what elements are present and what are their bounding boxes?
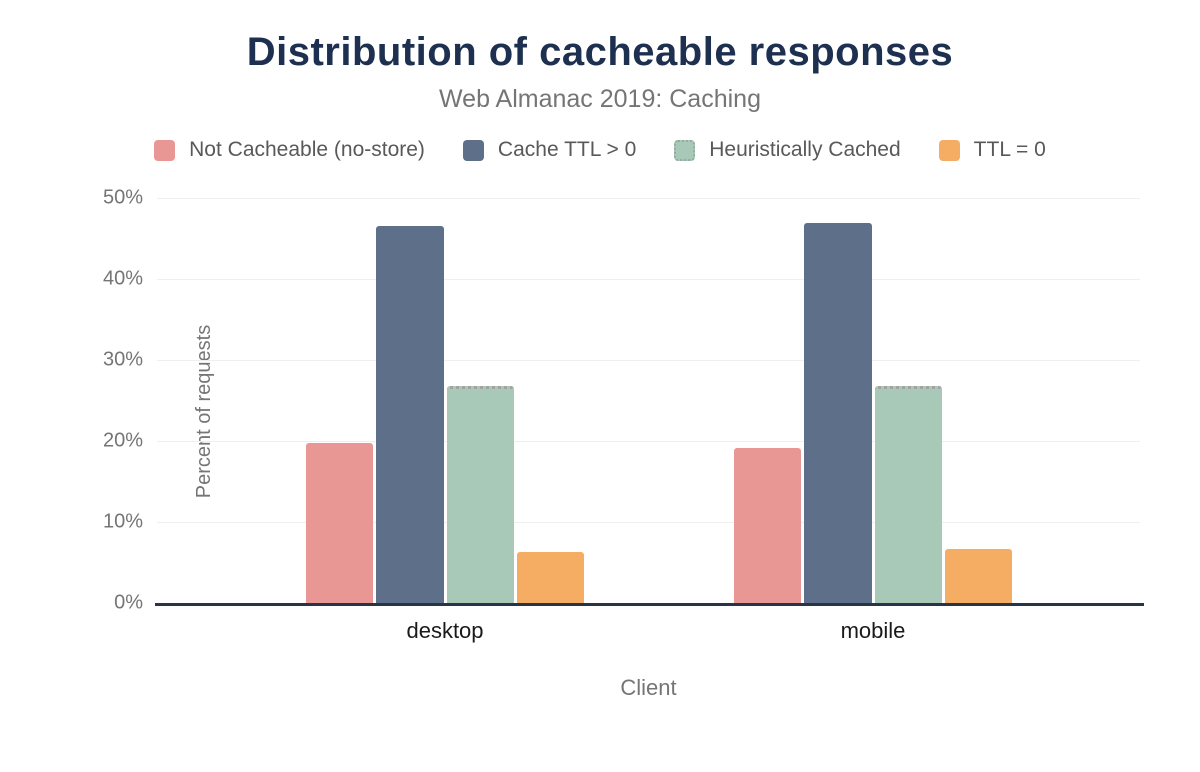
gridline-10 [157,522,1140,523]
x-axis-line [155,603,1144,606]
bar-mobile-heuristic[interactable] [874,385,942,603]
gridline-20 [157,441,1140,442]
legend-item-cache-ttl[interactable]: Cache TTL > 0 [462,138,637,162]
chart-figure: Distribution of cacheable responses Web … [0,30,1200,772]
legend-item-not-cacheable[interactable]: Not Cacheable (no-store) [154,138,425,162]
bar-desktop-heuristic[interactable] [446,385,514,603]
gridline-30 [157,360,1140,361]
legend-label: TTL = 0 [973,138,1046,161]
bar-desktop-cache-ttl[interactable] [376,225,444,603]
y-tick-40: 40% [102,267,143,290]
y-tick-0: 0% [114,591,143,614]
bar-group-desktop: desktop [306,198,584,643]
gridline-40 [157,279,1140,280]
bar-mobile-cache-ttl[interactable] [804,223,872,603]
legend-label: Not Cacheable (no-store) [189,138,425,161]
legend-label: Cache TTL > 0 [497,138,637,161]
legend-swatch-cache-ttl [462,139,484,161]
legend-swatch-heuristic [674,139,696,161]
chart-region: Percent of requests 50% 40% 30% 20% 10% … [0,187,1200,701]
x-axis-title: Client [620,675,677,700]
chart-subtitle: Web Almanac 2019: Caching [439,85,761,113]
legend-item-ttl-zero[interactable]: TTL = 0 [938,138,1046,162]
bar-mobile-ttl-zero[interactable] [944,548,1012,603]
plot-area: Percent of requests 50% 40% 30% 20% 10% … [103,187,1144,643]
chart-legend: Not Cacheable (no-store) Cache TTL > 0 H… [0,138,1200,162]
bar-group-mobile: mobile [734,198,1012,643]
y-tick-10: 10% [102,510,143,533]
chart-title: Distribution of cacheable responses [246,30,954,74]
legend-swatch-ttl-zero [938,139,960,161]
legend-item-heuristic[interactable]: Heuristically Cached [674,138,901,162]
y-axis-title: Percent of requests [193,324,215,499]
y-tick-30: 30% [102,348,143,371]
bar-desktop-not-cacheable[interactable] [306,442,374,603]
x-tick-desktop: desktop [406,618,484,643]
legend-swatch-not-cacheable [154,139,176,161]
bar-mobile-not-cacheable[interactable] [734,448,802,603]
y-tick-20: 20% [102,429,143,452]
gridline-50 [157,198,1140,199]
bar-desktop-ttl-zero[interactable] [516,551,584,603]
y-tick-50: 50% [102,186,143,209]
legend-label: Heuristically Cached [709,138,901,161]
x-tick-mobile: mobile [840,618,906,643]
